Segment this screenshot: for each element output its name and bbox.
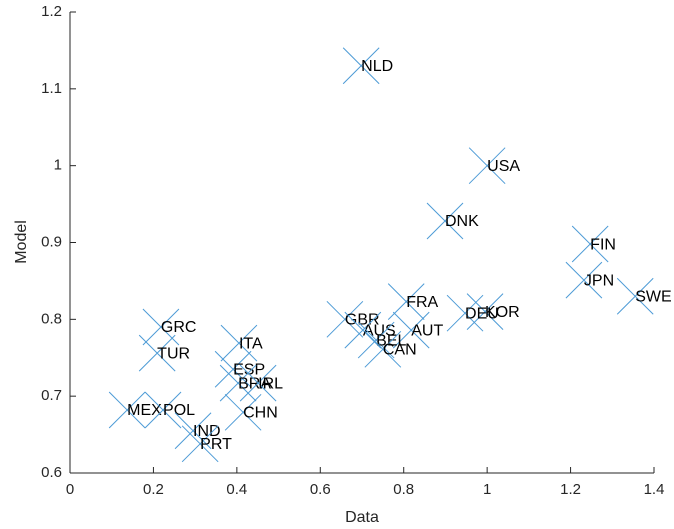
point-label: TUR xyxy=(157,345,190,362)
point-label: KOR xyxy=(485,304,520,321)
point-label: ITA xyxy=(239,335,263,352)
marker xyxy=(342,47,380,85)
marker xyxy=(466,293,504,331)
x-tick-label: 0.6 xyxy=(310,481,331,498)
x-axis-title: Data xyxy=(345,509,379,526)
point-label: JPN xyxy=(584,272,614,289)
marker xyxy=(426,202,464,240)
point-label: IRL xyxy=(258,375,283,392)
x-tick-label: 1 xyxy=(483,481,491,498)
point-label: USA xyxy=(487,158,520,175)
x-tick-label: 1.2 xyxy=(560,481,581,498)
y-tick-label: 1 xyxy=(54,157,62,174)
x-tick-label: 0.2 xyxy=(143,481,164,498)
marker xyxy=(220,324,258,362)
marker xyxy=(181,425,219,463)
marker xyxy=(364,330,402,368)
marker xyxy=(446,294,484,332)
marker xyxy=(138,334,176,372)
y-tick-label: 1.1 xyxy=(41,80,62,97)
marker xyxy=(571,225,609,263)
point-label: AUT xyxy=(411,322,443,339)
point-label: IND xyxy=(193,423,221,440)
x-tick-label: 0 xyxy=(66,481,74,498)
point-label: MEX xyxy=(127,402,162,419)
marker xyxy=(144,391,182,429)
marker xyxy=(174,412,212,450)
y-tick-label: 0.6 xyxy=(41,464,62,481)
point-label: PRT xyxy=(200,436,232,453)
marker xyxy=(357,321,395,359)
x-tick-label: 0.8 xyxy=(393,481,414,498)
x-tick-label: 1.4 xyxy=(644,481,665,498)
point-label: CHN xyxy=(243,405,278,422)
x-tick-label: 0.4 xyxy=(226,481,247,498)
point-label: CAN xyxy=(383,342,417,359)
point-label: FIN xyxy=(590,236,616,253)
y-tick-label: 0.9 xyxy=(41,233,62,250)
point-label: SWE xyxy=(635,289,671,306)
marker xyxy=(108,391,146,429)
marker xyxy=(616,277,654,315)
y-tick-label: 1.2 xyxy=(41,3,62,20)
point-label: POL xyxy=(163,402,195,419)
marker xyxy=(326,300,364,338)
marker xyxy=(142,308,180,346)
marker xyxy=(392,311,430,349)
marker xyxy=(239,364,277,402)
point-label: DEU xyxy=(465,305,499,322)
y-tick-label: 0.8 xyxy=(41,310,62,327)
marker xyxy=(224,393,262,431)
marker xyxy=(565,261,603,299)
y-tick-label: 0.7 xyxy=(41,387,62,404)
y-axis-title: Model xyxy=(13,220,30,264)
marker xyxy=(468,147,506,185)
marker xyxy=(214,350,252,388)
point-label: FRA xyxy=(406,294,438,311)
point-label: GRC xyxy=(161,319,197,336)
point-label: DNK xyxy=(445,213,479,230)
point-label: NLD xyxy=(361,58,393,75)
point-label: GBR xyxy=(345,312,380,329)
